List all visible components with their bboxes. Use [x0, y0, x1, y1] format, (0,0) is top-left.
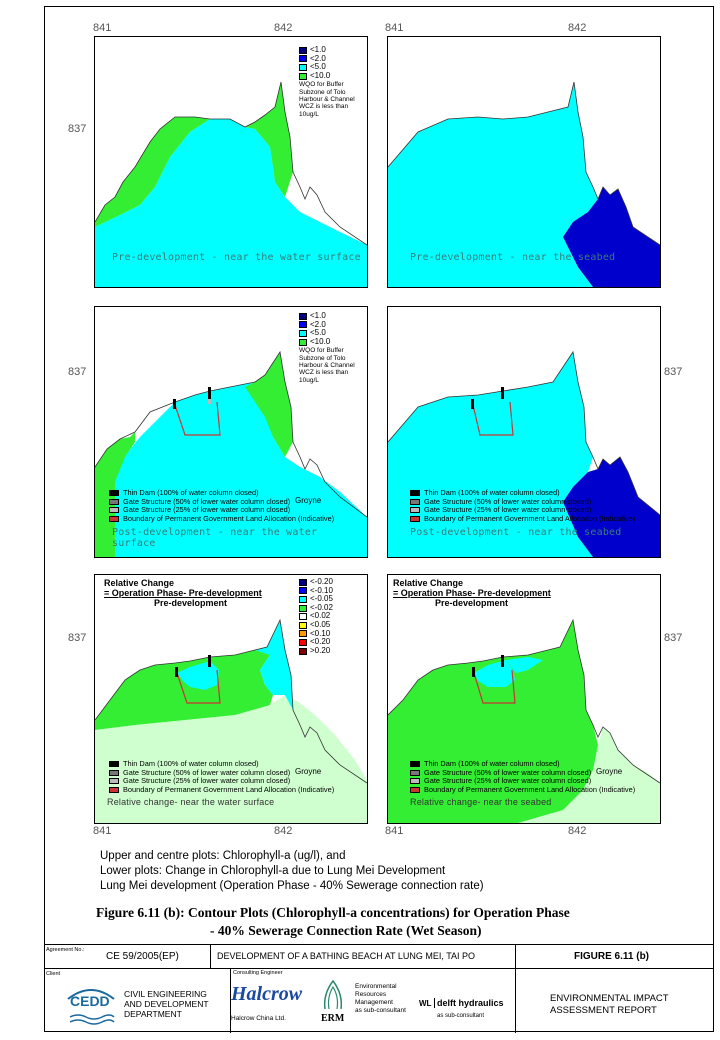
groyne-label: Groyne	[295, 496, 322, 505]
groyne-label: Groyne	[596, 767, 623, 776]
halcrow-logo: Halcrow	[231, 983, 303, 1005]
cyan-zone	[506, 657, 543, 673]
light-green-zone	[95, 695, 367, 823]
thin-dam	[208, 387, 211, 399]
coord-x-842-bottom-right: 842	[568, 825, 587, 837]
green-water-zone-east	[245, 352, 293, 457]
coastline	[95, 350, 367, 518]
project-title: DEVELOPMENT OF A BATHING BEACH AT LUNG M…	[217, 951, 476, 961]
cyan-water-zone	[388, 352, 593, 557]
coord-y-837-2r: 837	[664, 366, 683, 378]
relative-change-formula: Relative Change = Operation Phase- Pre-d…	[393, 578, 551, 608]
map-panel-post-surface: <1.0 <2.0 <5.0 <10.0 WQO for Buffer Subz…	[94, 306, 368, 558]
cyan-zone-basin	[177, 661, 219, 690]
report-title: ENVIRONMENTAL IMPACT ASSESSMENT REPORT	[550, 993, 669, 1016]
change-legend: <-0.20 <-0.10 <-0.05 <-0.02 <0.02 <0.05 …	[299, 577, 333, 655]
erm-logo-icon	[323, 979, 343, 1010]
wl-logo: WL	[419, 999, 432, 1008]
boundary-of-land-allocation	[473, 669, 516, 704]
panel-label: Relative change- near the water surface	[107, 797, 275, 807]
structure-legend: Thin Dam (100% of water column closed) G…	[410, 488, 635, 523]
map-panel-post-seabed: Thin Dam (100% of water column closed) G…	[387, 306, 661, 558]
map-panel-change-surface: Relative Change = Operation Phase- Pre-d…	[94, 574, 368, 824]
relative-change-formula: Relative Change = Operation Phase- Pre-d…	[104, 578, 262, 608]
coord-x-842-top: 842	[274, 22, 293, 34]
cyan-water-zone	[388, 82, 598, 287]
coastline	[388, 350, 660, 516]
thin-dam	[501, 387, 504, 399]
coastline	[388, 618, 660, 784]
figure-number: FIGURE 6.11 (b)	[574, 951, 650, 962]
concentration-legend: <1.0 <2.0 <5.0 <10.0 WQO for Buffer Subz…	[299, 311, 355, 384]
concentration-legend: <1.0 <2.0 <5.0 <10.0 WQO for Buffer Subz…	[299, 45, 355, 118]
panel-label: Pre-development - near the seabed	[410, 252, 616, 263]
panel-label: Pre-development - near the water surface	[112, 252, 361, 263]
boundary-of-land-allocation	[174, 401, 221, 436]
agreement-cell: Agreement No.: CE 59/2005(EP)	[44, 945, 211, 968]
map-panel-pre-seabed: Pre-development - near the seabed	[387, 36, 661, 288]
light-green-zone	[518, 727, 660, 823]
coord-y-837-3r: 837	[664, 632, 683, 644]
map-panel-pre-surface: <1.0 <2.0 <5.0 <10.0 WQO for Buffer Subz…	[94, 36, 368, 288]
coord-x-841-top: 841	[93, 22, 112, 34]
plot-description: Upper and centre plots: Chlorophyll-a (u…	[100, 850, 484, 892]
figure-caption: Figure 6.11 (b): Contour Plots (Chloroph…	[96, 905, 570, 938]
structure-legend: Thin Dam (100% of water column closed) G…	[109, 759, 334, 794]
coord-y-837-1: 837	[68, 123, 87, 135]
erm-logo: ERM	[321, 1013, 345, 1024]
coord-x-841-bottom-right: 841	[385, 825, 404, 837]
thin-dam	[175, 667, 178, 677]
coastline	[95, 618, 367, 784]
thin-dam	[472, 667, 475, 677]
coastline	[388, 81, 660, 246]
thin-dam	[501, 655, 504, 667]
delft-subtitle: as sub-consultant	[437, 1013, 485, 1019]
boundary-of-land-allocation	[472, 401, 514, 436]
erm-name: Environmental Resources Management as su…	[355, 983, 406, 1014]
map-panel-change-seabed: Relative Change = Operation Phase- Pre-d…	[387, 574, 661, 824]
agreement-number: CE 59/2005(EP)	[106, 951, 179, 962]
cyan-water-zone	[95, 382, 367, 557]
project-cell: DEVELOPMENT OF A BATHING BEACH AT LUNG M…	[211, 945, 516, 968]
green-zone	[388, 620, 598, 823]
halcrow-subtitle: Halcrow China Ltd.	[231, 1015, 286, 1022]
figure-frame	[44, 6, 714, 1032]
thin-dam	[173, 399, 176, 409]
cyan-zone-basin	[474, 660, 515, 687]
groyne-label: Groyne	[295, 767, 322, 776]
coastline	[95, 81, 367, 246]
green-water-zone-east	[245, 82, 293, 197]
client-cell: Client CEDD CIVIL ENGINEERING AND DEVELO…	[44, 969, 231, 1033]
coord-x-842-bottom: 842	[274, 825, 293, 837]
report-cell: ENVIRONMENTAL IMPACT ASSESSMENT REPORT	[516, 969, 714, 1033]
cedd-logo-text: CEDD	[70, 993, 110, 1009]
consultant-cell: Consulting Engineer Halcrow Halcrow Chin…	[231, 969, 516, 1033]
boundary-of-land-allocation	[176, 669, 221, 704]
thin-dam	[208, 655, 211, 667]
coord-x-841-bottom: 841	[93, 825, 112, 837]
blue-water-zone	[563, 187, 660, 287]
coord-x-841-top-right: 841	[385, 22, 404, 34]
structure-legend: Thin Dam (100% of water column closed) G…	[109, 488, 334, 523]
coord-y-837-2: 837	[68, 366, 87, 378]
green-water-zone	[95, 117, 210, 227]
green-zone	[95, 647, 273, 730]
title-block: Agreement No.: CE 59/2005(EP) DEVELOPMEN…	[44, 944, 714, 1033]
gate-structure	[208, 399, 211, 404]
figure-cell: FIGURE 6.11 (b)	[516, 945, 714, 968]
cedd-logo	[67, 989, 115, 1025]
cedd-name: CIVIL ENGINEERING AND DEVELOPMENT DEPART…	[124, 989, 209, 1019]
cyan-water-zone	[95, 119, 367, 287]
delft-logo: delft hydraulics	[434, 998, 504, 1008]
structure-legend: Thin Dam (100% of water column closed) G…	[410, 759, 635, 794]
panel-label: Post-development - near the water surfac…	[112, 527, 318, 549]
coord-y-837-3: 837	[68, 632, 87, 644]
panel-label: Post-development - near the seabed	[410, 527, 622, 538]
thin-dam	[471, 399, 474, 409]
blue-water-zone	[563, 457, 660, 557]
coord-x-842-top-right: 842	[568, 22, 587, 34]
panel-label: Relative change- near the seabed	[410, 797, 552, 807]
